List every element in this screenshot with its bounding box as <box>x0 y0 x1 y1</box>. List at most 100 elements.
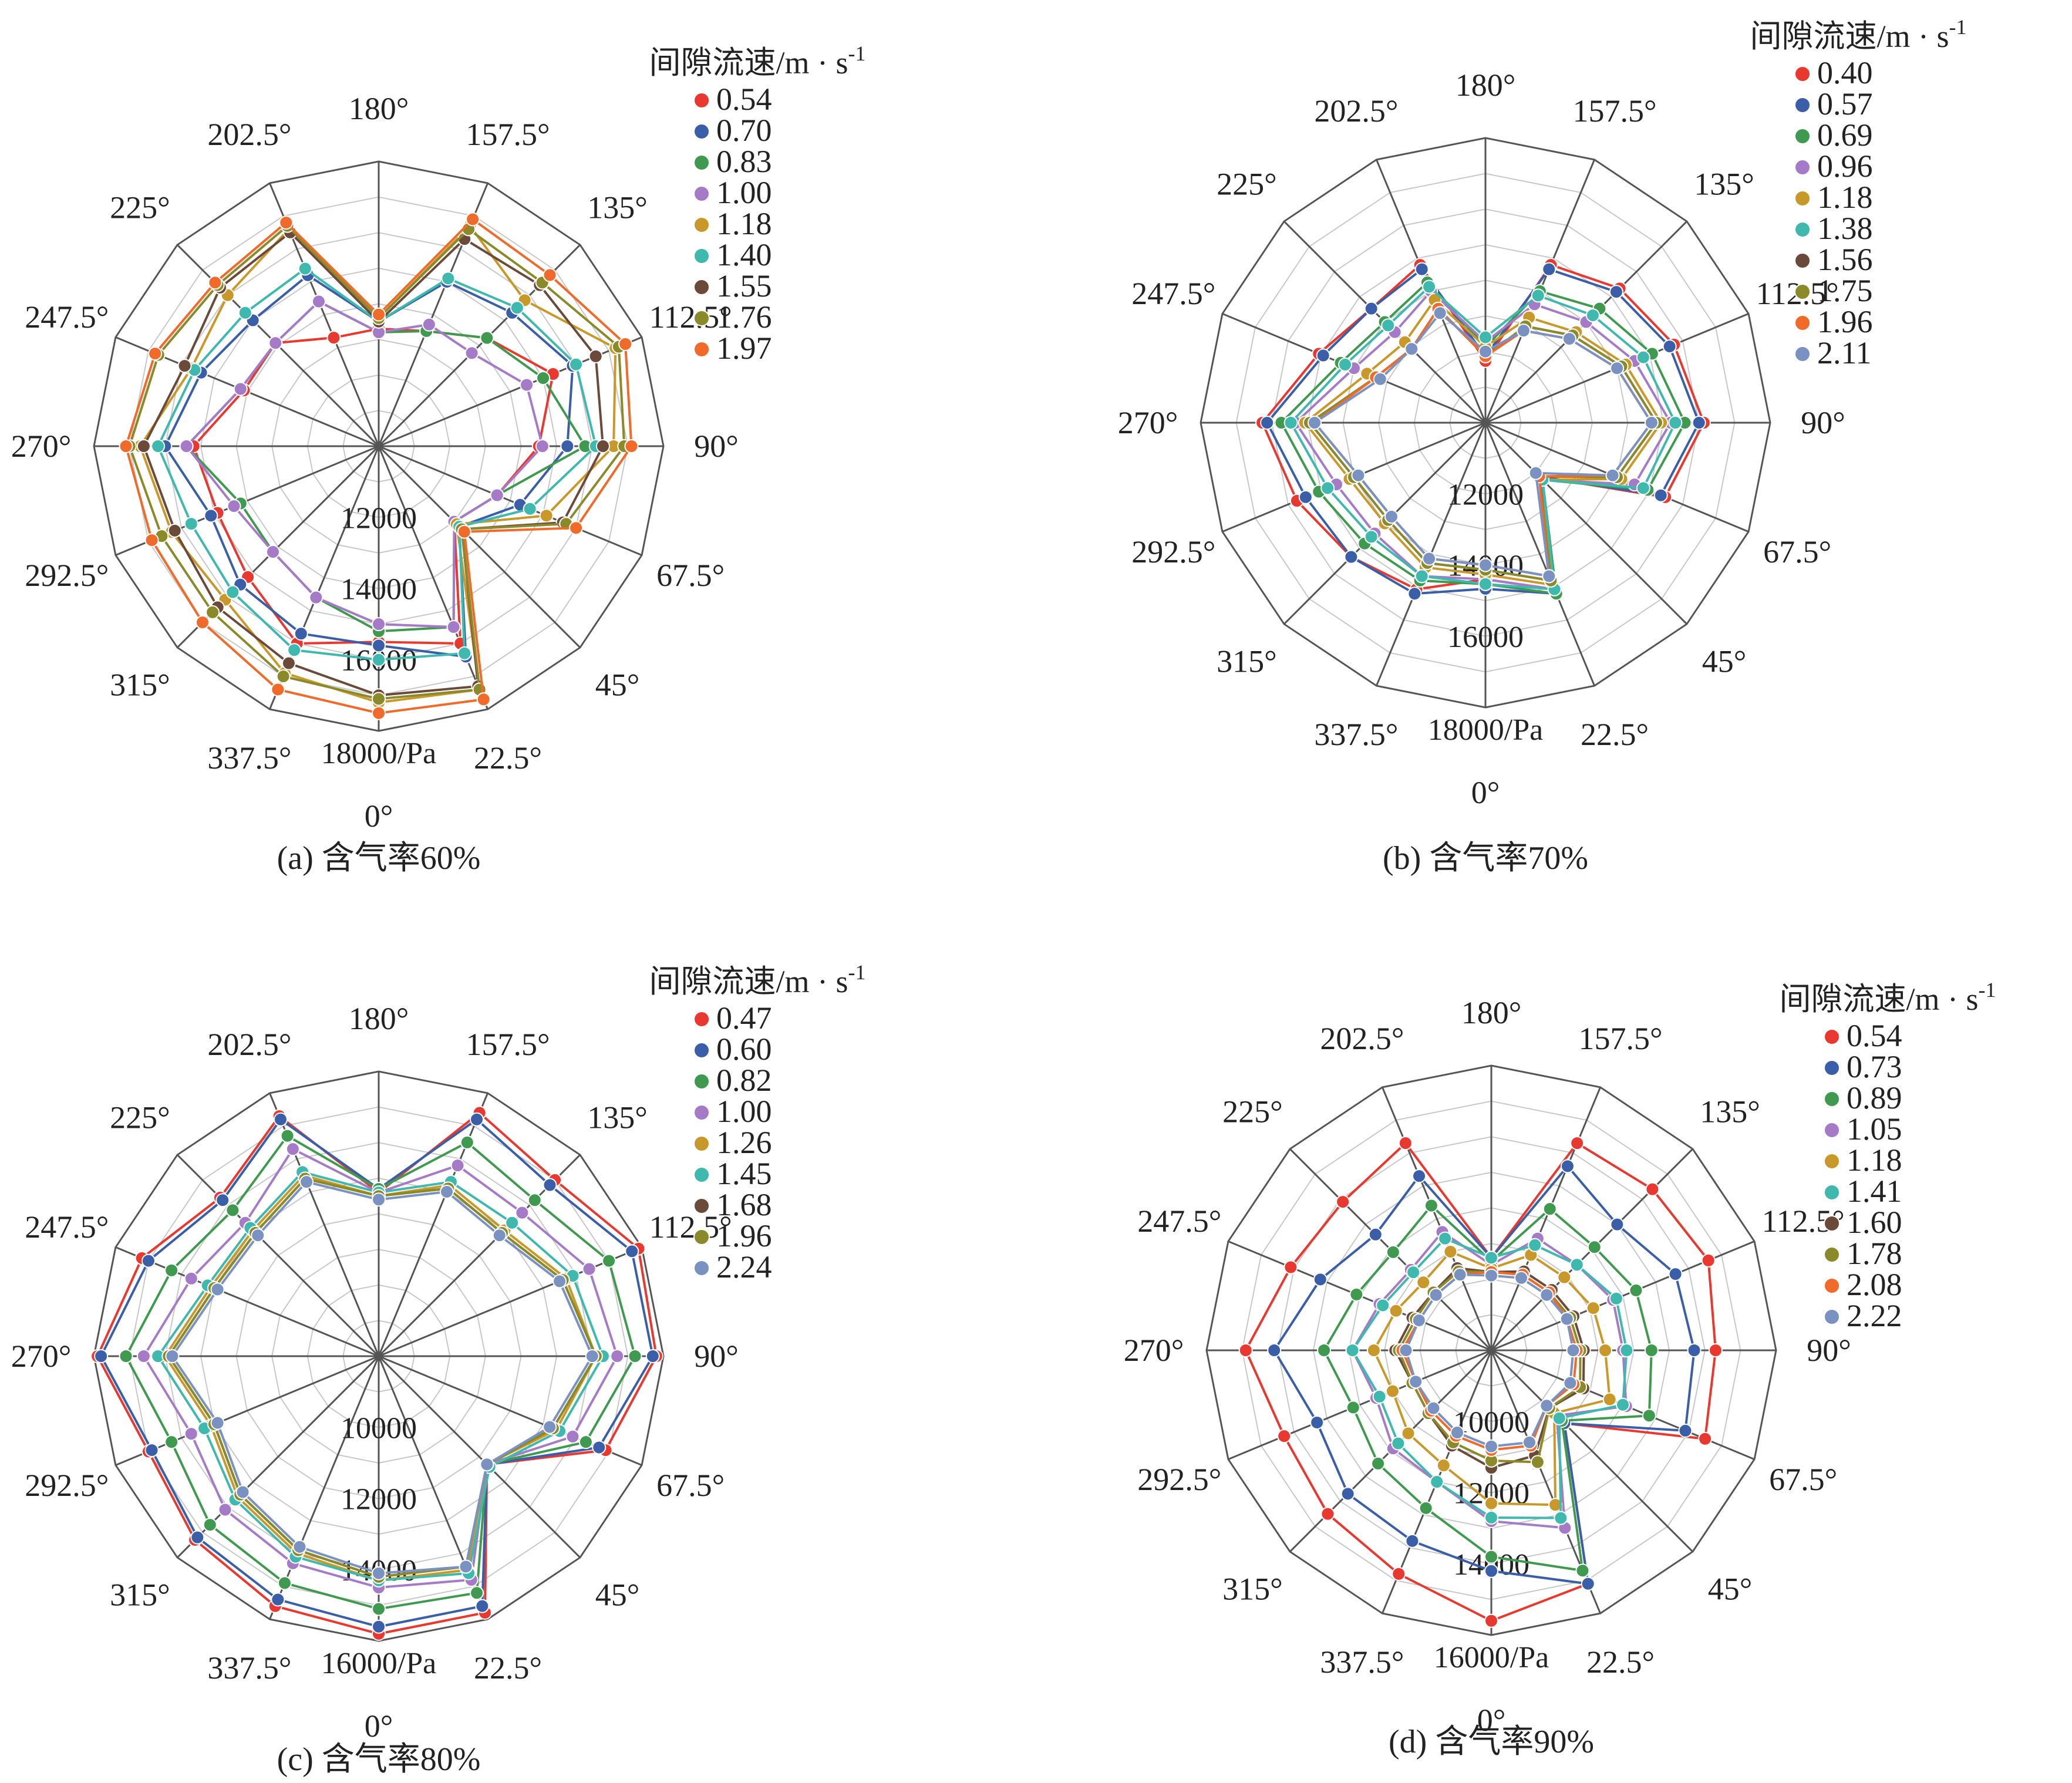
data-point <box>1484 1251 1498 1265</box>
data-point <box>208 275 223 290</box>
data-point <box>1557 1270 1572 1285</box>
grid-spoke <box>1484 422 1595 686</box>
data-point <box>136 439 151 453</box>
angle-label: 135° <box>587 1100 648 1135</box>
angle-label: 292.5° <box>25 1468 109 1503</box>
data-point <box>1585 308 1600 323</box>
data-point <box>119 1349 133 1363</box>
data-point <box>1616 1397 1630 1412</box>
series-2.22 <box>1399 1268 1581 1454</box>
angle-label: 45° <box>1708 1572 1753 1607</box>
data-point <box>1438 1231 1453 1246</box>
data-point <box>1392 1566 1406 1581</box>
legend-marker <box>1794 159 1811 176</box>
angle-label: 247.5° <box>25 299 109 335</box>
legend-marker <box>693 1042 710 1059</box>
legend-marker <box>693 1073 710 1090</box>
legend-label: 1.56 <box>1817 242 1873 277</box>
data-point <box>1484 1496 1498 1511</box>
legend-label: 1.18 <box>1847 1142 1902 1178</box>
data-point <box>299 1175 314 1189</box>
legend-marker <box>693 123 710 140</box>
angle-label: 22.5° <box>1586 1644 1655 1680</box>
legend-label: 1.76 <box>716 299 772 335</box>
data-point <box>144 1443 159 1458</box>
grid-spoke <box>378 446 488 710</box>
data-point <box>326 331 341 345</box>
angle-label: 202.5° <box>207 1027 291 1062</box>
data-point <box>298 261 312 276</box>
data-point <box>440 1184 454 1199</box>
data-point <box>480 1457 494 1472</box>
data-point <box>1351 468 1366 483</box>
data-point <box>1484 1613 1498 1628</box>
data-point <box>1436 1458 1451 1473</box>
angle-label: 270° <box>11 1339 72 1374</box>
data-point <box>569 521 584 535</box>
data-point <box>1554 1511 1568 1525</box>
angle-label: 315° <box>1222 1572 1283 1607</box>
data-point <box>459 1559 473 1574</box>
legend-label: 0.82 <box>716 1063 772 1098</box>
radial-tick-label: 10000 <box>1453 1405 1529 1439</box>
angle-label: 135° <box>1694 166 1754 201</box>
data-point <box>205 605 220 619</box>
data-point <box>1698 1431 1713 1446</box>
data-point <box>1368 1227 1383 1242</box>
angle-label: 292.5° <box>25 558 109 593</box>
legend-label: 0.47 <box>716 1000 772 1036</box>
data-point <box>1539 1398 1554 1413</box>
legend-title: 间隙流速/m · s-1 <box>649 960 865 999</box>
data-point <box>1668 416 1683 430</box>
data-point <box>582 1262 597 1276</box>
legend-marker <box>693 1198 710 1214</box>
data-point <box>450 1158 465 1173</box>
data-point <box>470 1586 484 1600</box>
data-point <box>515 1205 530 1220</box>
data-point <box>225 585 240 599</box>
data-point <box>1364 301 1379 316</box>
data-point <box>1609 1291 1623 1306</box>
legend-marker <box>1824 1029 1840 1045</box>
data-point <box>1405 1533 1420 1548</box>
legend-marker <box>693 1135 710 1152</box>
data-point <box>1426 1401 1441 1415</box>
angle-label: 0° <box>365 798 393 834</box>
data-point <box>1516 323 1531 338</box>
legend-label: 0.96 <box>1817 149 1873 184</box>
data-point <box>618 336 633 351</box>
data-point <box>1642 1408 1656 1423</box>
radial-tick-label: 10000 <box>341 1411 417 1445</box>
data-point <box>1389 1303 1403 1318</box>
angle-label: 337.5° <box>207 1650 291 1686</box>
data-point <box>1433 306 1447 321</box>
data-point <box>422 317 436 332</box>
data-point <box>1522 1435 1537 1450</box>
angle-label: 292.5° <box>1131 534 1215 569</box>
angle-label: 180° <box>349 1001 409 1036</box>
data-point <box>592 1440 607 1455</box>
grid-spoke <box>378 1093 488 1357</box>
series-line <box>1265 267 1700 595</box>
legend-marker <box>1794 315 1811 331</box>
data-point <box>1414 569 1429 584</box>
data-point <box>585 1349 599 1363</box>
radar-panel-4: 10000120001400016000/Pa0°22.5°45°67.5°90… <box>1124 978 1996 1760</box>
legend-title: 间隙流速/m · s-1 <box>1779 978 1996 1017</box>
data-point <box>1277 1429 1292 1444</box>
legend-marker <box>1794 284 1811 300</box>
data-point <box>1313 1272 1328 1287</box>
data-point <box>1411 1313 1426 1327</box>
angle-label: 135° <box>587 190 648 225</box>
angle-label: 67.5° <box>1769 1462 1837 1497</box>
data-point <box>311 294 326 309</box>
series-0.54 <box>1238 1136 1723 1628</box>
series-1.96 <box>161 1171 603 1584</box>
data-point <box>1530 1455 1545 1469</box>
legend-marker <box>1824 1091 1840 1107</box>
series-0.73 <box>1267 1159 1702 1591</box>
angle-label: 0° <box>1471 775 1500 810</box>
data-point <box>1443 1244 1458 1259</box>
data-point <box>1338 358 1353 372</box>
data-point <box>523 501 537 516</box>
